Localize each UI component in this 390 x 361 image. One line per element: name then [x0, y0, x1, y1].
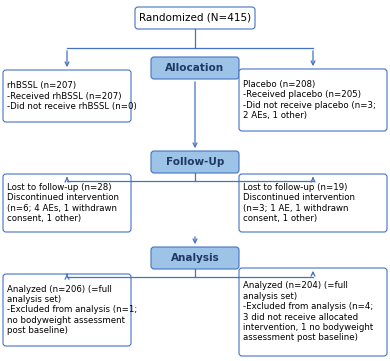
FancyBboxPatch shape — [3, 274, 131, 346]
FancyBboxPatch shape — [151, 57, 239, 79]
Text: Analyzed (n=206) (=full
analysis set)
-Excluded from analysis (n=1;
no bodyweigh: Analyzed (n=206) (=full analysis set) -E… — [7, 285, 137, 335]
FancyBboxPatch shape — [239, 268, 387, 356]
FancyBboxPatch shape — [151, 247, 239, 269]
FancyBboxPatch shape — [3, 70, 131, 122]
Text: Allocation: Allocation — [165, 63, 225, 73]
Text: Lost to follow-up (n=19)
Discontinued intervention
(n=3; 1 AE, 1 withdrawn
conse: Lost to follow-up (n=19) Discontinued in… — [243, 183, 355, 223]
Text: Lost to follow-up (n=28)
Discontinued intervention
(n=6; 4 AEs, 1 withdrawn
cons: Lost to follow-up (n=28) Discontinued in… — [7, 183, 119, 223]
Text: Analysis: Analysis — [171, 253, 219, 263]
Text: Placebo (n=208)
-Received placebo (n=205)
-Did not receive placebo (n=3;
2 AEs, : Placebo (n=208) -Received placebo (n=205… — [243, 80, 376, 120]
Text: rhBSSL (n=207)
-Received rhBSSL (n=207)
-Did not receive rhBSSL (n=0): rhBSSL (n=207) -Received rhBSSL (n=207) … — [7, 81, 137, 111]
FancyBboxPatch shape — [151, 151, 239, 173]
FancyBboxPatch shape — [239, 69, 387, 131]
FancyBboxPatch shape — [3, 174, 131, 232]
Text: Analyzed (n=204) (=full
analysis set)
-Excluded from analysis (n=4;
3 did not re: Analyzed (n=204) (=full analysis set) -E… — [243, 282, 373, 343]
FancyBboxPatch shape — [135, 7, 255, 29]
Text: Follow-Up: Follow-Up — [166, 157, 224, 167]
FancyBboxPatch shape — [239, 174, 387, 232]
Text: Randomized (N=415): Randomized (N=415) — [139, 13, 251, 23]
